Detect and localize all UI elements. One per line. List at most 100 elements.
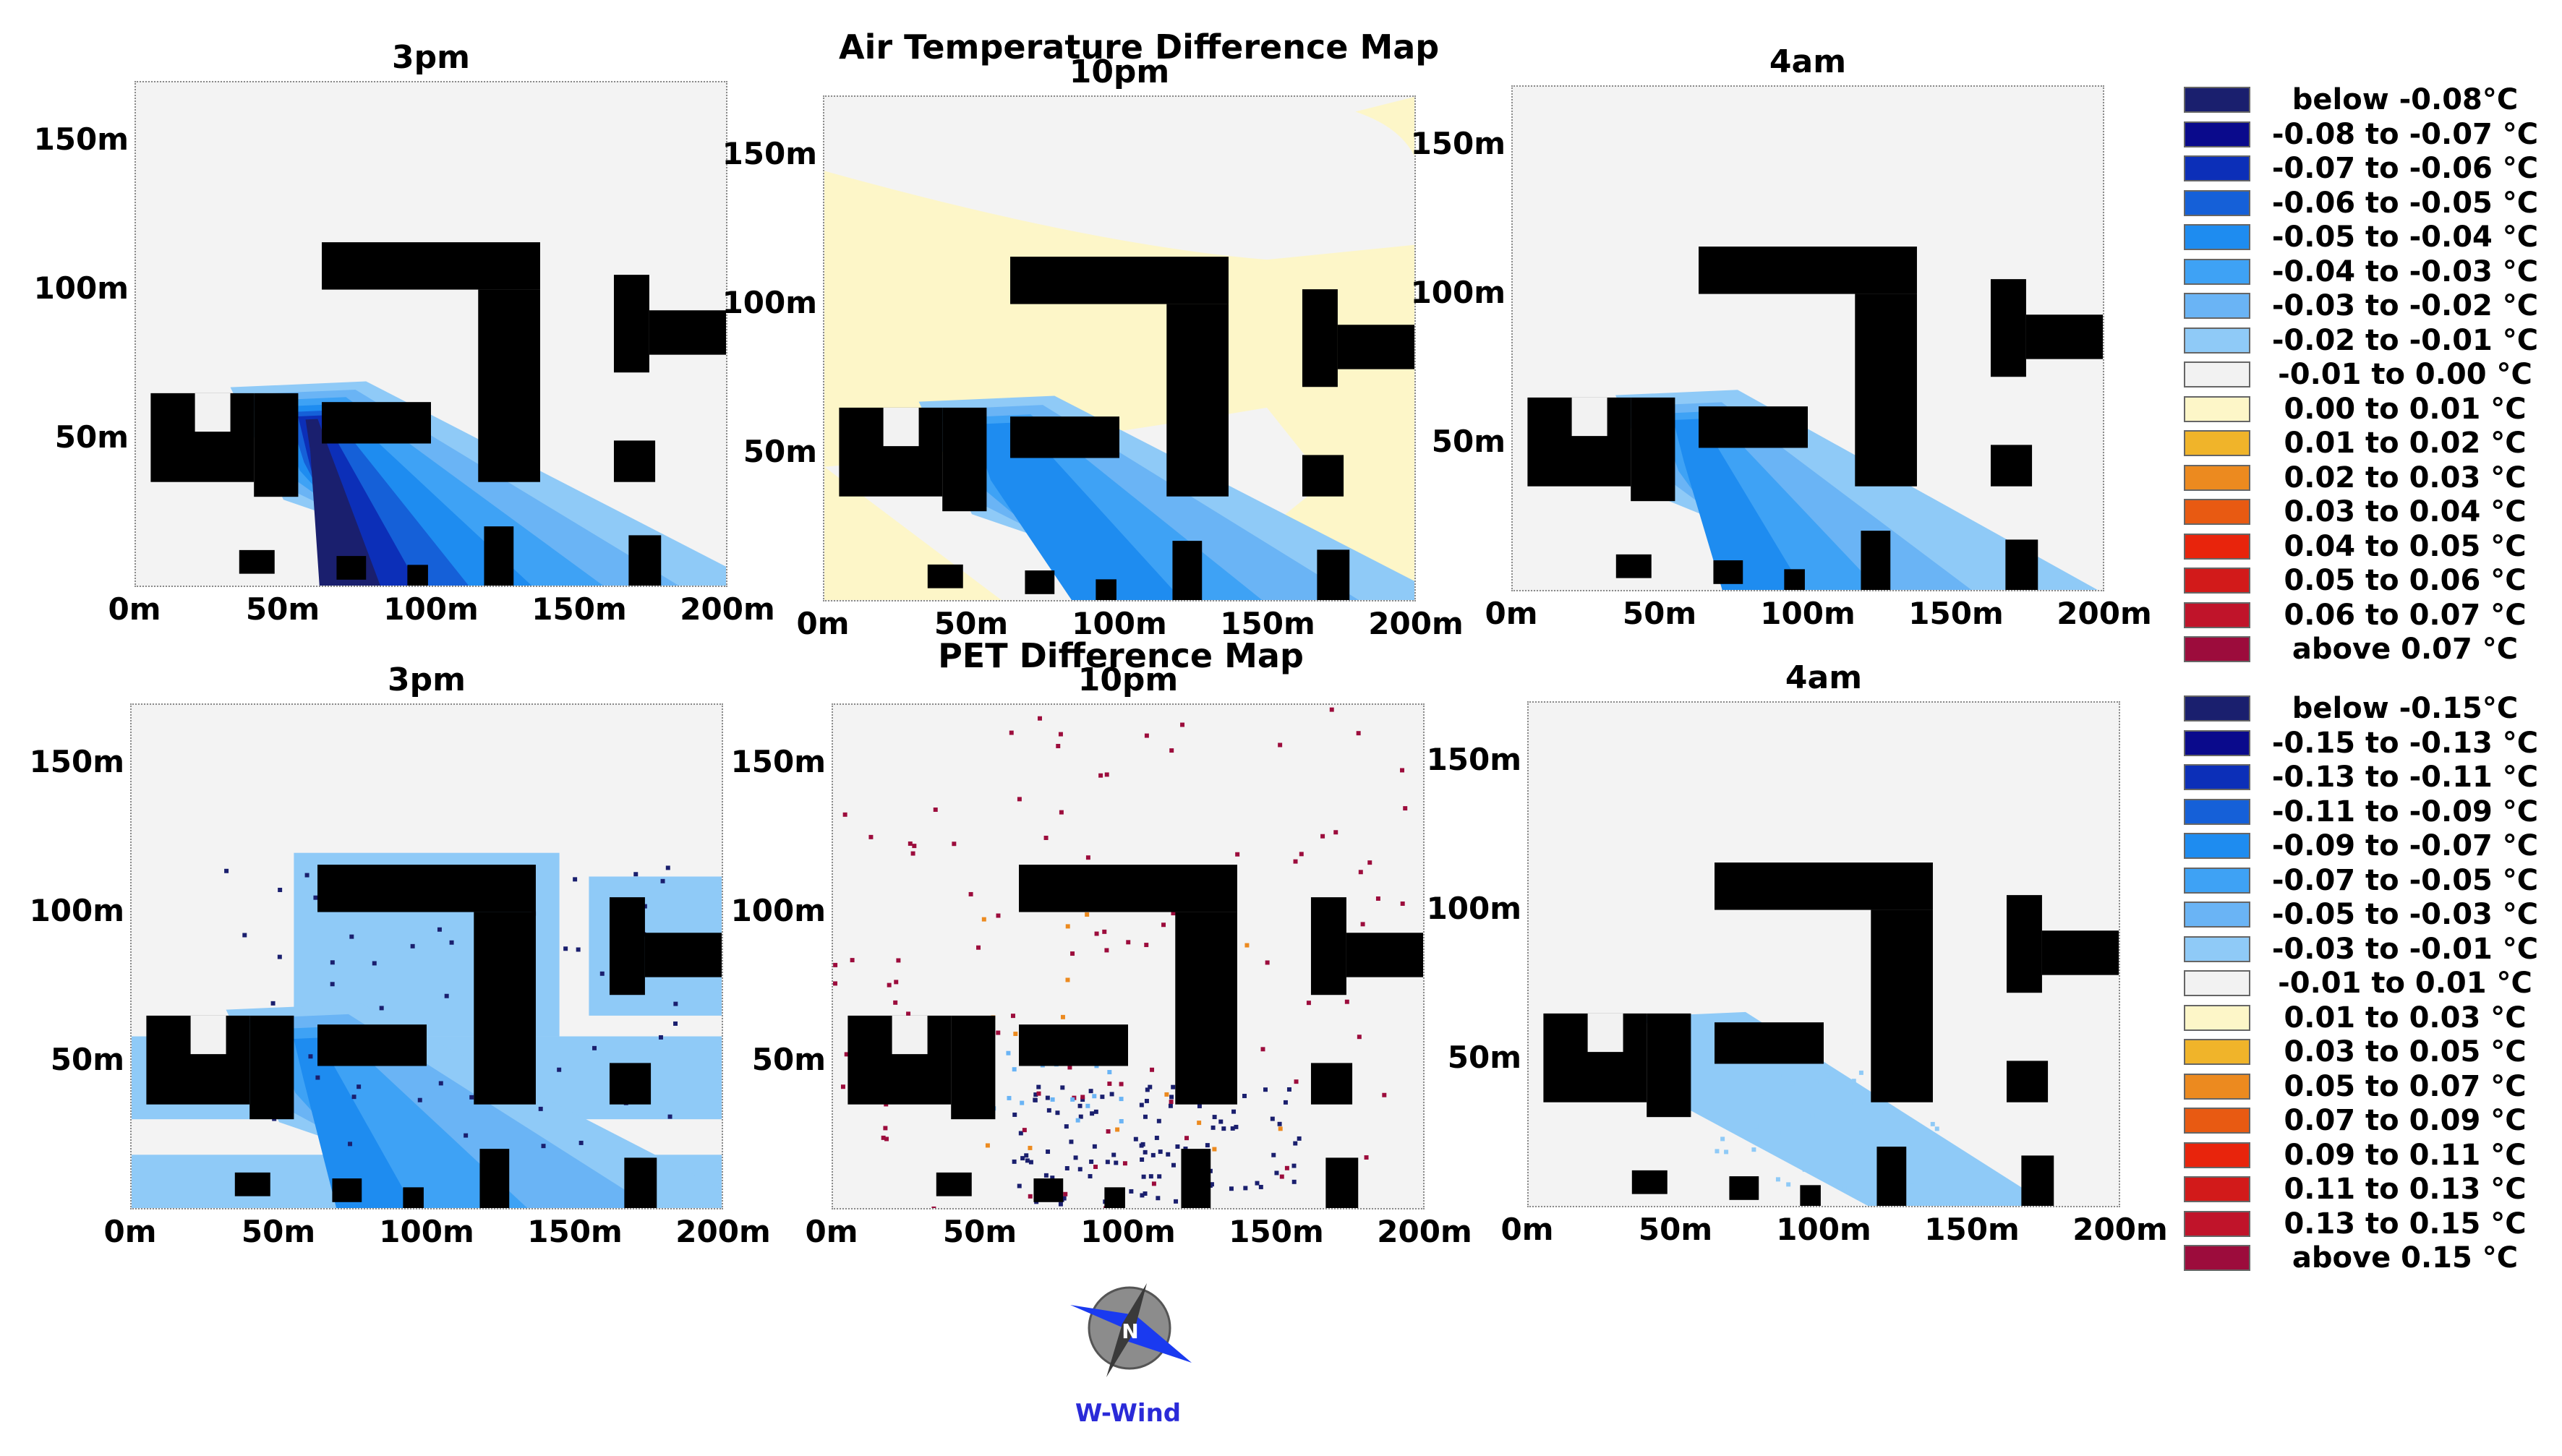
pet-speckle-cell xyxy=(1100,1095,1105,1100)
pet-speckle-cell xyxy=(1291,1179,1297,1184)
building-footprint xyxy=(1010,416,1119,458)
building-footprint xyxy=(1713,560,1743,584)
panel-pet-10pm: 10pm 150m 100m 50m 0m 50m 100m 150m 200m xyxy=(731,661,1472,1249)
pet-speckle-cell xyxy=(1277,1121,1282,1126)
pet-speckle-cell xyxy=(908,841,913,846)
y-tick-label: 150m xyxy=(1426,742,1521,778)
pet-speckle-cell xyxy=(1197,1103,1202,1108)
legend-entry: 0.13 to 0.15 °C xyxy=(2184,1209,2560,1238)
legend-swatch xyxy=(2184,430,2250,456)
legend-entry: 0.01 to 0.03 °C xyxy=(2184,1003,2560,1032)
y-tick-label: 150m xyxy=(730,744,826,780)
legend-label: 0.02 to 0.03 °C xyxy=(2284,461,2527,494)
pet-speckle-cell xyxy=(1114,1160,1119,1165)
legend-label: -0.03 to -0.02 °C xyxy=(2271,289,2539,322)
pet-speckle-cell xyxy=(1197,1121,1202,1126)
legend-label: -0.04 to -0.03 °C xyxy=(2271,254,2539,288)
pet-speckle-cell xyxy=(893,1000,898,1005)
building-courtyard xyxy=(892,1015,928,1055)
building-footprint xyxy=(1871,909,1933,1102)
pet-speckle-cell xyxy=(1790,1081,1795,1086)
building-footprint xyxy=(317,1024,427,1066)
pet-speckle-cell xyxy=(933,808,938,812)
pet-speckle-cell xyxy=(1006,1050,1011,1055)
pet-speckle-cell xyxy=(1258,1184,1263,1189)
pet-speckle-cell xyxy=(1109,1092,1114,1097)
pet-speckle-cell xyxy=(1244,943,1250,948)
legend-entry: -0.07 to -0.05 °C xyxy=(2184,866,2560,895)
pet-speckle-cell xyxy=(1866,1095,1871,1100)
legend-label: 0.03 to 0.04 °C xyxy=(2284,495,2527,528)
x-tick-label: 0m xyxy=(1485,596,1538,631)
pet-speckle-cell xyxy=(1020,1100,1025,1105)
pet-speckle-cell xyxy=(1133,1136,1138,1142)
pet-speckle-cell xyxy=(1278,742,1283,748)
pet-speckle-cell xyxy=(1158,1149,1163,1155)
pet-speckle-cell xyxy=(844,1052,849,1057)
pet-speckle-cell xyxy=(1090,1111,1095,1116)
pet-speckle-cell xyxy=(1043,1173,1049,1178)
y-tick-label: 150m xyxy=(1410,126,1506,162)
pet-speckle-cell xyxy=(1089,1159,1094,1164)
pet-speckle-cell xyxy=(1033,1097,1038,1102)
y-tick-label: 150m xyxy=(29,744,124,780)
pet-speckle-cell xyxy=(1175,1144,1180,1149)
pet-speckle-cell xyxy=(1067,1065,1072,1070)
y-tick-label: 50m xyxy=(751,1042,826,1078)
pet-speckle-cell xyxy=(1069,1139,1074,1144)
panel-title: 4am xyxy=(1785,659,1863,696)
legend-entry: 0.02 to 0.03 °C xyxy=(2184,463,2560,492)
building-footprint xyxy=(1631,1170,1668,1194)
building-footprint xyxy=(1647,1013,1691,1118)
legend-swatch xyxy=(2184,764,2250,790)
pet-speckle-cell xyxy=(1065,924,1070,929)
legend-entry: -0.05 to -0.04 °C xyxy=(2184,223,2560,252)
pet-speckle-cell xyxy=(1270,1116,1275,1121)
pet-speckle-cell xyxy=(1171,1162,1176,1168)
legend-entry: 0.11 to 0.13 °C xyxy=(2184,1175,2560,1204)
pet-speckle-cell xyxy=(1064,1166,1069,1170)
pet-speckle-cell xyxy=(308,1054,313,1059)
building-footprint xyxy=(403,1187,424,1208)
pet-speckle-cell xyxy=(1045,1095,1050,1100)
pet-speckle-cell xyxy=(1856,1128,1861,1133)
pet-speckle-cell xyxy=(437,927,442,932)
building-footprint xyxy=(1800,1185,1821,1206)
legend-swatch xyxy=(2184,568,2250,594)
pet-speckle-cell xyxy=(996,913,1001,918)
legend-entry: 0.06 to 0.07 °C xyxy=(2184,601,2560,630)
legend-label: 0.07 to 0.09 °C xyxy=(2284,1104,2527,1137)
pet-speckle-cell xyxy=(883,1126,888,1131)
building-footprint xyxy=(1337,325,1414,369)
pet-speckle-cell xyxy=(410,943,415,948)
building-footprint xyxy=(322,402,431,444)
building-footprint xyxy=(407,565,428,586)
legend-swatch xyxy=(2184,121,2250,147)
pet-speckle-cell xyxy=(1169,1095,1174,1100)
pet-speckle-cell xyxy=(1297,1136,1302,1141)
building-footprint xyxy=(1784,569,1805,590)
pet-speckle-cell xyxy=(1157,1174,1162,1179)
building-footprint xyxy=(613,440,656,482)
pet-speckle-cell xyxy=(1212,1147,1217,1152)
pet-speckle-cell xyxy=(557,1067,562,1072)
x-tick-label: 150m xyxy=(527,1214,623,1249)
pet-speckle-cell xyxy=(1107,1070,1112,1074)
legend-swatch xyxy=(2184,1245,2250,1271)
legend-entry: -0.08 to -0.07 °C xyxy=(2184,120,2560,149)
pet-speckle-cell xyxy=(1234,1124,1239,1129)
pet-speckle-cell xyxy=(1286,1087,1291,1092)
x-tick-label: 200m xyxy=(2072,1212,2168,1247)
building-footprint xyxy=(1317,549,1350,600)
heatmap-plot-area xyxy=(832,703,1425,1209)
pet-speckle-cell xyxy=(372,961,377,966)
legend-swatch xyxy=(2184,224,2250,250)
pet-speckle-cell xyxy=(1320,834,1325,839)
building-footprint xyxy=(1019,1024,1128,1066)
pet-speckle-cell xyxy=(348,1142,353,1147)
pet-speckle-cell xyxy=(1842,1186,1847,1191)
building-footprint xyxy=(249,1015,294,1120)
pet-speckle-cell xyxy=(1092,1144,1097,1149)
pet-speckle-cell xyxy=(896,958,901,963)
legend-label: -0.13 to -0.11 °C xyxy=(2271,761,2539,794)
